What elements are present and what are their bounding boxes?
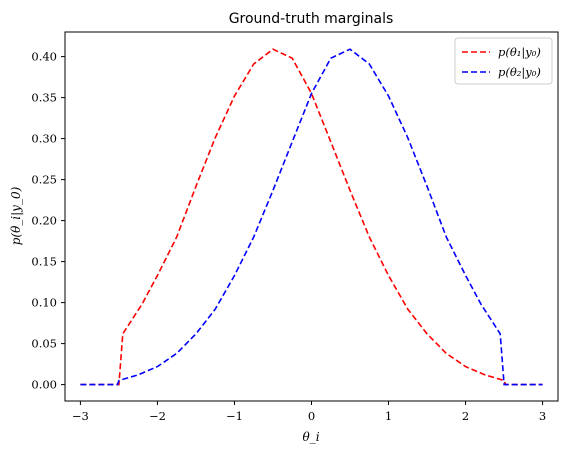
plot-area xyxy=(80,48,543,386)
x-axis-label: θ_i xyxy=(302,430,319,444)
y-tick-label: 0.30 xyxy=(31,132,57,146)
legend-label: p(θ₂|y₀) xyxy=(498,65,541,80)
y-tick-label: 0.05 xyxy=(31,337,57,351)
y-tick-label: 0.00 xyxy=(31,378,57,392)
x-tick-label: 2 xyxy=(462,409,469,423)
x-axis-ticks: −3 −2 −1 0 1 2 3 xyxy=(72,401,546,423)
x-tick-label: 3 xyxy=(539,409,546,423)
y-tick-label: 0.35 xyxy=(31,91,57,105)
y-tick-label: 0.20 xyxy=(31,214,57,228)
y-tick-label: 0.10 xyxy=(31,296,57,310)
plot-frame xyxy=(64,31,559,402)
legend-label: p(θ₁|y₀) xyxy=(498,45,541,60)
legend-box xyxy=(454,37,553,85)
series-line-1 xyxy=(80,48,543,386)
x-tick-label: −1 xyxy=(226,409,243,423)
y-tick-label: 0.40 xyxy=(31,50,57,64)
x-tick-label: −2 xyxy=(149,409,166,423)
legend: p(θ₁|y₀) p(θ₂|y₀) xyxy=(454,37,553,85)
y-axis-label: p(θ_i|y_0) xyxy=(9,186,23,245)
series-line-2 xyxy=(80,48,543,386)
chart-title: Ground-truth marginals xyxy=(229,11,394,27)
x-tick-label: 1 xyxy=(385,409,392,423)
x-tick-label: −3 xyxy=(72,409,89,423)
y-tick-label: 0.15 xyxy=(31,255,57,269)
x-tick-label: 0 xyxy=(308,409,315,423)
y-tick-label: 0.25 xyxy=(31,173,57,187)
y-axis-ticks: 0.00 0.05 0.10 0.15 0.20 0.25 0.30 0.35 0.40 xyxy=(31,50,65,392)
